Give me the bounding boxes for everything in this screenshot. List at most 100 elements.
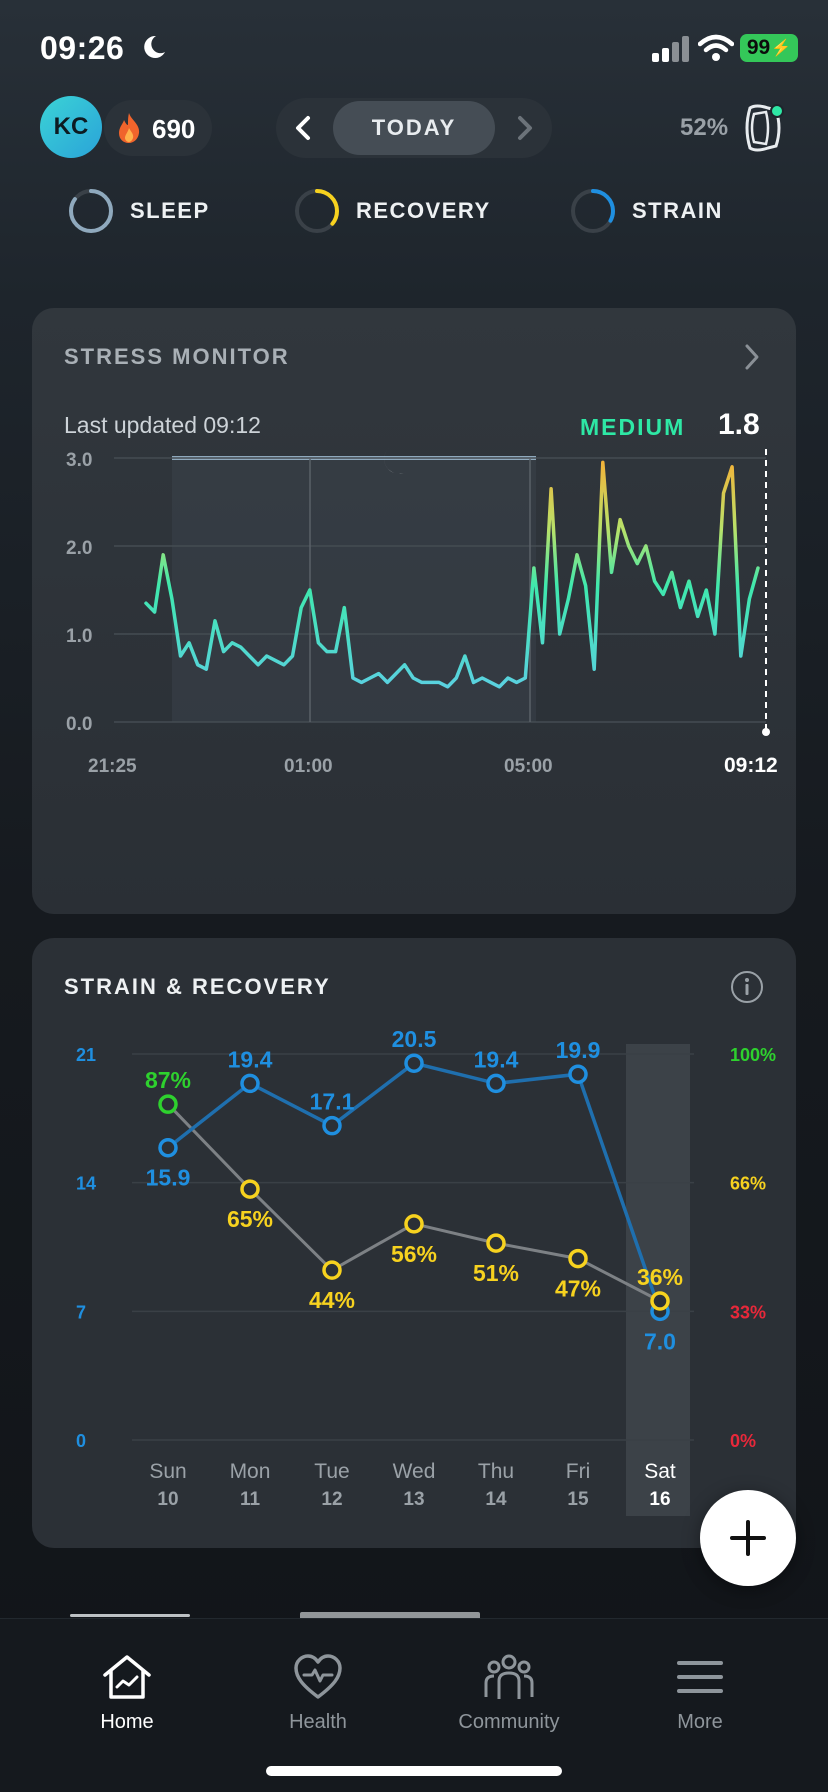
recovery-value-label: 65% — [227, 1206, 273, 1232]
selected-day-highlight — [626, 1044, 690, 1516]
tab-health[interactable]: Health — [233, 1653, 403, 1734]
recovery-ring[interactable]: RECOVERY — [294, 188, 491, 234]
tab-community[interactable]: Community — [424, 1653, 594, 1734]
recovery-point[interactable] — [568, 1248, 588, 1269]
add-button[interactable] — [700, 1490, 796, 1586]
tab-more-label: More — [677, 1711, 723, 1733]
date-navigator: TODAY — [276, 98, 552, 158]
info-icon[interactable] — [730, 970, 764, 1004]
current-time-dot — [762, 728, 770, 736]
recovery-point[interactable] — [240, 1179, 260, 1199]
streak-count: 690 — [152, 114, 196, 144]
sleep-ring-icon — [69, 189, 113, 233]
date-label[interactable]: 11 — [240, 1489, 261, 1510]
chevron-left-icon[interactable] — [288, 112, 320, 144]
strain-point[interactable] — [158, 1137, 178, 1158]
chevron-right-icon[interactable] — [742, 342, 762, 372]
date-label[interactable]: 10 — [157, 1489, 178, 1510]
strain-recovery-chart: 21 14 7 0 100% 66% 33% 0% 15.9 19.4 17.1 20.5 19.4 1… — [76, 1026, 776, 1516]
recovery-line — [166, 1103, 661, 1303]
stress-y-tick-label: 0.0 — [66, 714, 92, 735]
strain-axis-tick-label: 21 — [76, 1045, 96, 1065]
avatar-initials: KC — [53, 113, 89, 140]
status-bar: 09:26 99 ⚡ — [0, 0, 828, 100]
stress-line — [144, 460, 760, 689]
recovery-value-label: 36% — [637, 1264, 683, 1290]
strain-value-label: 19.4 — [228, 1046, 273, 1072]
stress-y-tick-label: 1.0 — [66, 626, 92, 647]
wifi-icon — [698, 34, 734, 61]
strain-ring[interactable]: STRAIN — [570, 188, 723, 234]
avatar[interactable]: KC — [40, 96, 102, 158]
strain-point[interactable] — [568, 1064, 588, 1084]
strain-value-label: 20.5 — [392, 1026, 437, 1052]
day-label[interactable]: Fri — [566, 1460, 591, 1483]
strain-point[interactable] — [404, 1053, 424, 1073]
recovery-value-label: 47% — [555, 1276, 601, 1302]
stress-x-tick-label: 09:12 — [724, 754, 778, 777]
sleep-period-band — [172, 458, 536, 722]
sleep-ring-label: SLEEP — [130, 198, 210, 223]
strain-value-label: 19.4 — [474, 1046, 519, 1072]
strain-ring-label: STRAIN — [632, 198, 723, 223]
last-updated-text: Last updated 09:12 — [64, 412, 261, 438]
menu-icon — [677, 1661, 723, 1693]
date-label[interactable]: 14 — [485, 1489, 507, 1510]
recovery-axis-tick-label: 33% — [730, 1302, 766, 1322]
recovery-axis-tick-label: 66% — [730, 1174, 766, 1194]
date-label[interactable]: TODAY — [333, 101, 495, 155]
strap-device-icon[interactable] — [740, 100, 788, 156]
charging-bolt-icon: ⚡ — [771, 40, 792, 57]
strain-ring-icon — [571, 189, 615, 233]
streak-badge[interactable]: 690 — [104, 100, 212, 156]
day-label[interactable]: Thu — [478, 1460, 514, 1483]
day-label[interactable]: Mon — [230, 1460, 271, 1483]
stress-monitor-title: STRESS MONITOR — [64, 344, 290, 369]
stress-level-label: MEDIUM — [580, 414, 686, 440]
strain-recovery-card[interactable]: 21 14 7 0 100% 66% 33% 0% 15.9 19.4 17.1 20.5 19.4 1… — [32, 938, 796, 1548]
next-card-peek — [0, 1600, 828, 1620]
strain-point[interactable] — [322, 1115, 342, 1136]
recovery-value-label: 51% — [473, 1260, 519, 1286]
stress-y-tick-label: 2.0 — [66, 538, 92, 559]
stress-monitor-card[interactable]: STRESS MONITOR Last updated 09:12 MEDIUM… — [32, 308, 796, 914]
strain-value-label: 15.9 — [146, 1165, 191, 1191]
day-label[interactable]: Tue — [314, 1460, 349, 1483]
home-indicator — [266, 1766, 562, 1776]
day-label[interactable]: Sun — [149, 1460, 186, 1483]
stress-x-tick-label: 01:00 — [284, 756, 333, 777]
recovery-point[interactable] — [486, 1233, 506, 1253]
date-label[interactable]: 16 — [649, 1489, 670, 1510]
recovery-point[interactable] — [650, 1291, 670, 1311]
day-label[interactable]: Wed — [393, 1460, 436, 1483]
stress-value: 1.8 — [718, 408, 760, 441]
recovery-point[interactable] — [404, 1214, 424, 1234]
battery-level: 99 — [746, 36, 771, 59]
tab-bar: Home Health Community More — [0, 1618, 828, 1792]
tab-home[interactable]: Home — [42, 1653, 212, 1734]
date-label[interactable]: 13 — [403, 1489, 424, 1510]
stress-y-tick-label: 3.0 — [66, 450, 92, 471]
chevron-right-icon[interactable] — [508, 112, 540, 144]
tab-home-label: Home — [100, 1711, 154, 1733]
tab-health-label: Health — [289, 1711, 347, 1733]
strain-axis-tick-label: 7 — [76, 1302, 86, 1322]
tab-more[interactable]: More — [615, 1653, 785, 1734]
stress-x-tick-label: 05:00 — [504, 756, 553, 777]
recovery-point[interactable] — [158, 1094, 178, 1114]
date-label[interactable]: 12 — [321, 1489, 342, 1510]
sleep-ring[interactable]: SLEEP — [68, 188, 210, 234]
strain-point[interactable] — [486, 1073, 506, 1094]
recovery-value-label: 56% — [391, 1241, 437, 1267]
date-label[interactable]: 15 — [567, 1489, 589, 1510]
recovery-point[interactable] — [322, 1260, 342, 1280]
strain-point[interactable] — [240, 1073, 260, 1094]
stress-chart: 3.0 2.0 1.0 0.0 21:25 01:00 05:00 09:12 — [66, 448, 778, 777]
heart-icon — [294, 1654, 342, 1699]
strain-axis-tick-label: 14 — [76, 1174, 96, 1194]
recovery-axis-tick-label: 0% — [730, 1431, 756, 1451]
strain-value-label: 19.9 — [556, 1037, 601, 1063]
day-label[interactable]: Sat — [644, 1460, 676, 1483]
strain-recovery-title: STRAIN & RECOVERY — [64, 974, 331, 999]
recovery-axis-tick-label: 100% — [730, 1045, 776, 1065]
